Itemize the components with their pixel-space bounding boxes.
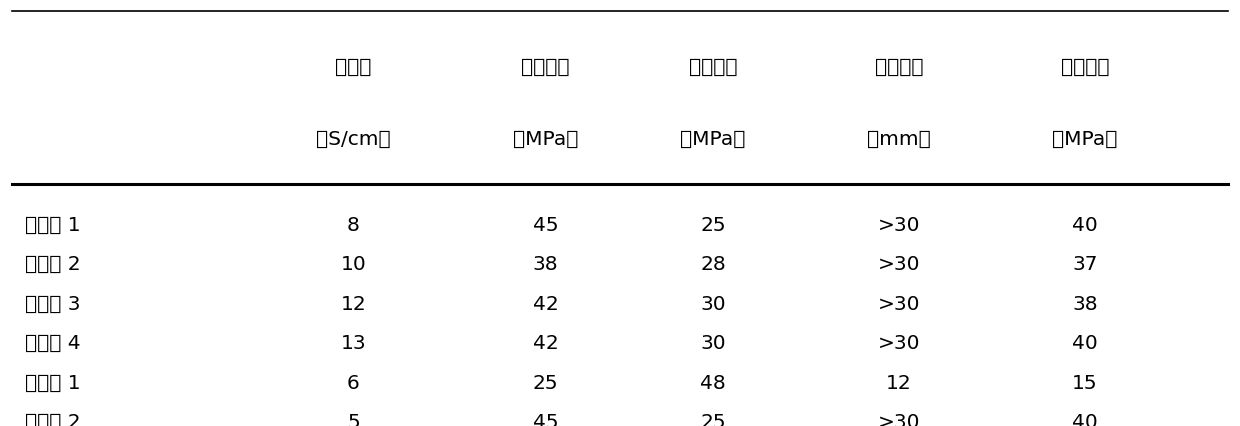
Text: 40: 40	[1073, 334, 1097, 353]
Text: 28: 28	[701, 255, 725, 274]
Text: 5: 5	[347, 413, 360, 426]
Text: 实施例 3: 实施例 3	[25, 295, 81, 314]
Text: >30: >30	[878, 255, 920, 274]
Text: 37: 37	[1073, 255, 1097, 274]
Text: （MPa）: （MPa）	[1053, 130, 1117, 148]
Text: 12: 12	[887, 374, 911, 392]
Text: 25: 25	[533, 374, 558, 392]
Text: 30: 30	[701, 334, 725, 353]
Text: 38: 38	[1073, 295, 1097, 314]
Text: 8: 8	[347, 216, 360, 235]
Text: 对比例 1: 对比例 1	[25, 374, 81, 392]
Text: （S/cm）: （S/cm）	[316, 130, 391, 148]
Text: 42: 42	[533, 334, 558, 353]
Text: 抗弯强度: 抗弯强度	[688, 58, 738, 77]
Text: 25: 25	[701, 413, 725, 426]
Text: 40: 40	[1073, 216, 1097, 235]
Text: 6: 6	[347, 374, 360, 392]
Text: 40: 40	[1073, 413, 1097, 426]
Text: 实施例 1: 实施例 1	[25, 216, 81, 235]
Text: 抗拉强度: 抗拉强度	[521, 58, 570, 77]
Text: （MPa）: （MPa）	[681, 130, 745, 148]
Text: 实施例 4: 实施例 4	[25, 334, 81, 353]
Text: >30: >30	[878, 413, 920, 426]
Text: 焊接强度: 焊接强度	[1060, 58, 1110, 77]
Text: >30: >30	[878, 334, 920, 353]
Text: 对比例 2: 对比例 2	[25, 413, 81, 426]
Text: 电导率: 电导率	[335, 58, 372, 77]
Text: >30: >30	[878, 216, 920, 235]
Text: 13: 13	[341, 334, 366, 353]
Text: 45: 45	[533, 413, 558, 426]
Text: （mm）: （mm）	[867, 130, 931, 148]
Text: 42: 42	[533, 295, 558, 314]
Text: 10: 10	[341, 255, 366, 274]
Text: 实施例 2: 实施例 2	[25, 255, 81, 274]
Text: 15: 15	[1073, 374, 1097, 392]
Text: 抗弯形变: 抗弯形变	[874, 58, 924, 77]
Text: 48: 48	[701, 374, 725, 392]
Text: >30: >30	[878, 295, 920, 314]
Text: 45: 45	[533, 216, 558, 235]
Text: 38: 38	[533, 255, 558, 274]
Text: 25: 25	[701, 216, 725, 235]
Text: 30: 30	[701, 295, 725, 314]
Text: （MPa）: （MPa）	[513, 130, 578, 148]
Text: 12: 12	[341, 295, 366, 314]
